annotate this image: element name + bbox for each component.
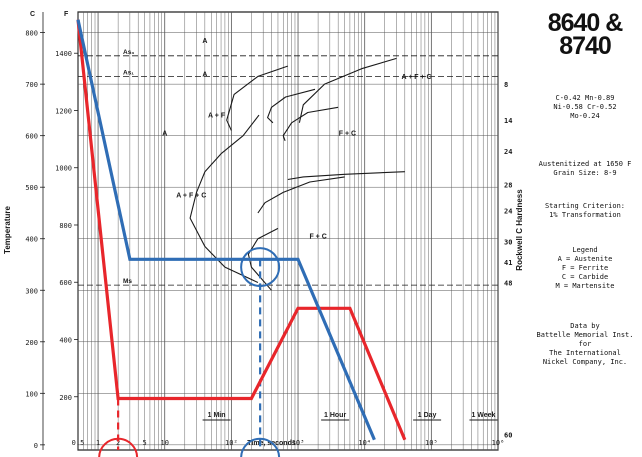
x-axis-tick-label: 10³ [292,439,305,447]
cooling-path-series [76,19,376,441]
x-axis-tick-label: 10⁴ [358,439,371,447]
x-axis-tick-label: 2 [116,439,120,447]
y-axis-label: Temperature [3,206,12,254]
transformation-curve [226,65,288,131]
c-axis-tick-label: 500 [25,184,38,192]
time-marker-label: 1 Day [418,412,437,419]
credit-line: The International [549,349,621,357]
credit-line: Data by [570,322,600,330]
hardness-label: 24 [504,207,512,215]
cooling-path-series [76,19,407,441]
time-marker-label: 1 Min [208,412,226,419]
composition-block: C-0.42 Mn-0.89 Ni-0.58 Cr-0.52 Mo-0.24 [528,94,642,121]
c-axis-tick-label: 600 [25,133,38,141]
legend-item: M = Martensite [555,282,615,290]
chart-axes: 0100200300400500600700800C20040060080010… [3,11,524,450]
chart-grid [77,11,499,451]
phase-region-label: A [202,38,207,45]
c-axis-tick-label: 100 [25,390,38,398]
hardness-label: 14 [504,117,512,125]
hardness-label: 24 [504,148,512,156]
highlight-circle [240,247,281,288]
right-axis-label: Rockwell C Hardness [515,189,524,271]
phase-region-label: F + C [309,234,326,241]
f-axis-tick-label: 1400 [55,50,72,58]
c-axis-tick-label: 300 [25,287,38,295]
legend-block: Legend A = Austenite F = Ferrite C = Car… [528,246,642,291]
critical-temp-label: As₃ [123,49,134,56]
phase-region-label: A + F [208,113,226,120]
chart-annotations: 1 Min 1 Hour 1 Day 1 Week As₃ As₁ Ms 8 14 24 28 24 3… [78,38,512,440]
conditions-block: Austenitized at 1650 F Grain Size: 8-9 [528,160,642,178]
legend-item: A = Austenite [557,255,613,263]
highlight-circle [240,437,281,457]
transformation-curve [267,88,316,124]
legend-title: Legend [572,246,598,254]
credit-line: for [578,340,592,348]
criterion-block: Starting Criterion: 1% Transformation [528,202,642,220]
time-marker-label: 1 Hour [324,412,346,419]
composition-line: C-0.42 Mn-0.89 [555,94,615,102]
hardness-label: 30 [504,238,512,246]
hardness-label: 28 [504,182,512,190]
transformation-curve [287,171,405,181]
steel-grade-line-1: 8640 & [547,9,624,37]
c-axis-tick-label: 0 [34,442,38,450]
f-axis-tick-label: 600 [59,279,72,287]
cooling-paths [76,19,407,457]
legend-item: C = Carbide [561,273,609,281]
composition-line: Ni-0.58 Cr-0.52 [553,103,617,111]
hardness-label: 41 [504,259,512,267]
critical-temp-label: As₁ [123,69,134,76]
phase-region-label: A [162,131,167,138]
c-axis-tick-label: 200 [25,339,38,347]
legend-item: F = Ferrite [561,264,609,272]
credit-block: Data by Battelle Memorial Inst. for The … [528,322,642,367]
hardness-label: 60 [504,432,512,440]
x-axis-tick-label: 10⁵ [425,439,438,447]
c-axis-tick-label: 700 [25,81,38,89]
steel-grade-line-2: 8740 [559,32,612,60]
x-axis-tick-label: 0.5 [72,439,85,447]
x-axis-tick-label: 10 [161,439,169,447]
conditions-line: Austenitized at 1650 F [538,160,632,168]
composition-line: Mo-0.24 [570,112,600,120]
credit-line: Battelle Memorial Inst. [536,331,634,339]
f-axis-tick-label: 800 [59,222,72,230]
criterion-line: 1% Transformation [549,211,621,219]
plot-frame [77,11,499,451]
x-axis-tick-label: 5 [143,439,147,447]
f-axis-tick-label: 1200 [55,107,72,115]
conditions-line: Grain Size: 8-9 [553,169,617,177]
time-marker-label: 1 Week [471,412,495,419]
highlight-circle [98,437,139,457]
transformation-curve [247,227,279,291]
c-axis-tick-label: 800 [25,30,38,38]
f-axis-tick-label: 1000 [55,165,72,173]
hardness-label: 8 [504,81,508,89]
critical-temp-label: Ms [123,278,132,285]
f-axis-tick-label: 400 [59,336,72,344]
phase-region-label: A [202,71,207,78]
f-axis-unit: F [64,11,69,18]
hardness-label: 48 [504,280,512,288]
x-axis-tick-label: 1 [96,439,100,447]
f-axis-tick-label: 200 [59,394,72,402]
transformation-curve [282,106,339,141]
transformation-curve [257,176,345,214]
chart-info-panel: 8640 & 8740 C-0.42 Mn-0.89 Ni-0.58 Cr-0.… [528,0,642,457]
phase-region-label: A + F + C [176,193,206,200]
transformation-curve [298,57,397,123]
ttt-curves [189,57,405,291]
credit-line: Nickel Company, Inc. [542,358,628,366]
x-axis-tick-label: 10² [225,439,238,447]
phase-region-label: F + C [339,131,356,138]
criterion-line: Starting Criterion: [544,202,626,210]
c-axis-unit: C [30,11,35,18]
phase-region-label: A + F + C [402,74,432,81]
steel-grade-title: 8640 & 8740 [528,9,642,60]
x-axis-tick-label: 10⁶ [492,439,505,447]
c-axis-tick-label: 400 [25,236,38,244]
